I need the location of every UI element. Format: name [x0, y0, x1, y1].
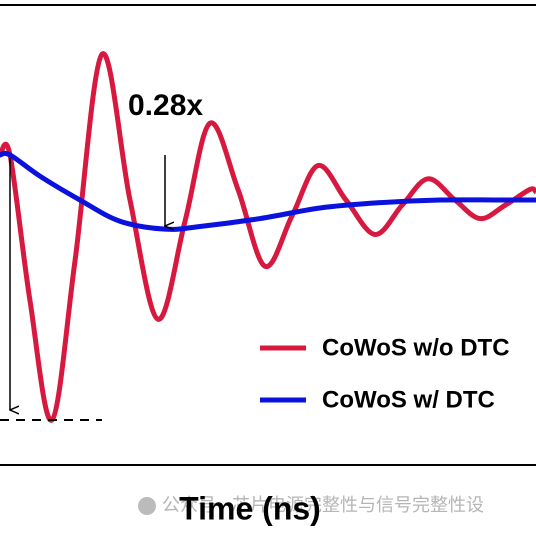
- legend-label: CoWoS w/ DTC: [322, 386, 495, 413]
- x-axis-label: Time (ns): [179, 490, 321, 526]
- watermark-icon: [138, 497, 156, 515]
- series-line: [0, 51, 536, 423]
- legend-label: CoWoS w/o DTC: [322, 334, 510, 361]
- watermark: 公众号 · 芯片电源完整性与信号完整性设: [162, 495, 484, 515]
- plot-area: [0, 51, 536, 423]
- annotation: 0.28x: [128, 89, 203, 122]
- series-line: [0, 150, 536, 232]
